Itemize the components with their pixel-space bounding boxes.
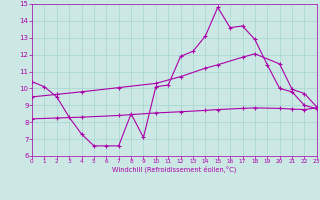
X-axis label: Windchill (Refroidissement éolien,°C): Windchill (Refroidissement éolien,°C): [112, 166, 236, 173]
